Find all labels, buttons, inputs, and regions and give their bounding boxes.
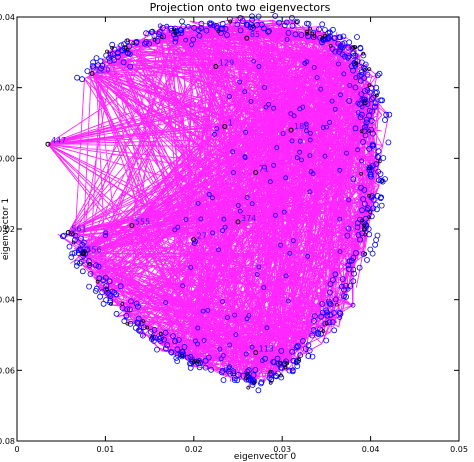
labeled-points: 447 120 561 556 555 129 85 71 374 27 188 113 1 xyxy=(45,30,309,356)
chart-title: Projection onto two eigenvectors xyxy=(150,1,331,14)
x-tick-label: 0.01 xyxy=(96,445,114,454)
labeled-point-marker xyxy=(80,251,86,257)
point-label: 71 xyxy=(259,164,269,173)
labeled-point-marker xyxy=(288,127,294,133)
point-label: 85 xyxy=(250,30,260,39)
y-tick-label: 0.02 xyxy=(0,84,15,93)
labeled-point-marker xyxy=(129,222,135,228)
y-tick-label: -0.02 xyxy=(0,225,15,234)
y-tick-label: 0.00 xyxy=(0,154,15,163)
node-markers xyxy=(71,19,385,390)
x-axis-label: eigenvector 0 xyxy=(234,452,296,462)
labeled-point-marker xyxy=(45,141,51,147)
point-label: 561 xyxy=(71,225,86,234)
point-markers xyxy=(60,13,393,394)
labeled-point-marker xyxy=(89,71,95,77)
x-tick-label: 0.03 xyxy=(273,445,291,454)
labeled-point-marker xyxy=(222,124,228,130)
labeled-point-marker xyxy=(253,169,259,175)
point-label: 1 xyxy=(228,119,233,128)
point-label: 374 xyxy=(241,214,256,223)
point-label: 447 xyxy=(51,136,66,145)
axis-ticks: 0 0.01 0.02 0.03 0.04 0.05 -0.08 -0.06 -0.04 -0.0… xyxy=(0,13,468,454)
x-tick-label: 0.05 xyxy=(450,445,468,454)
graph-edges xyxy=(47,15,389,388)
point-label: 27 xyxy=(197,232,207,241)
point-label: 113 xyxy=(259,345,274,354)
labeled-point-marker xyxy=(65,230,71,236)
labeled-point-marker xyxy=(253,350,259,356)
y-axis-label: eigenvector 1 xyxy=(1,198,11,260)
labeled-point-marker xyxy=(191,237,197,243)
point-cloud xyxy=(47,13,393,394)
x-tick-label: 0.02 xyxy=(185,445,203,454)
labeled-point-marker xyxy=(235,219,241,225)
x-tick-label: 0.04 xyxy=(362,445,380,454)
x-tick-label: 0 xyxy=(14,445,19,454)
y-tick-label: -0.08 xyxy=(0,437,15,446)
point-label: 555 xyxy=(135,217,150,226)
labeled-point-marker xyxy=(213,63,219,69)
labeled-point-marker xyxy=(244,35,250,41)
y-tick-label: -0.04 xyxy=(0,296,15,305)
point-label: 120 xyxy=(95,66,110,75)
y-tick-label: 0.04 xyxy=(0,13,15,22)
point-label: 188 xyxy=(294,122,309,131)
point-label: 129 xyxy=(219,58,234,67)
y-tick-label: -0.06 xyxy=(0,366,15,375)
point-label: 556 xyxy=(86,246,101,255)
